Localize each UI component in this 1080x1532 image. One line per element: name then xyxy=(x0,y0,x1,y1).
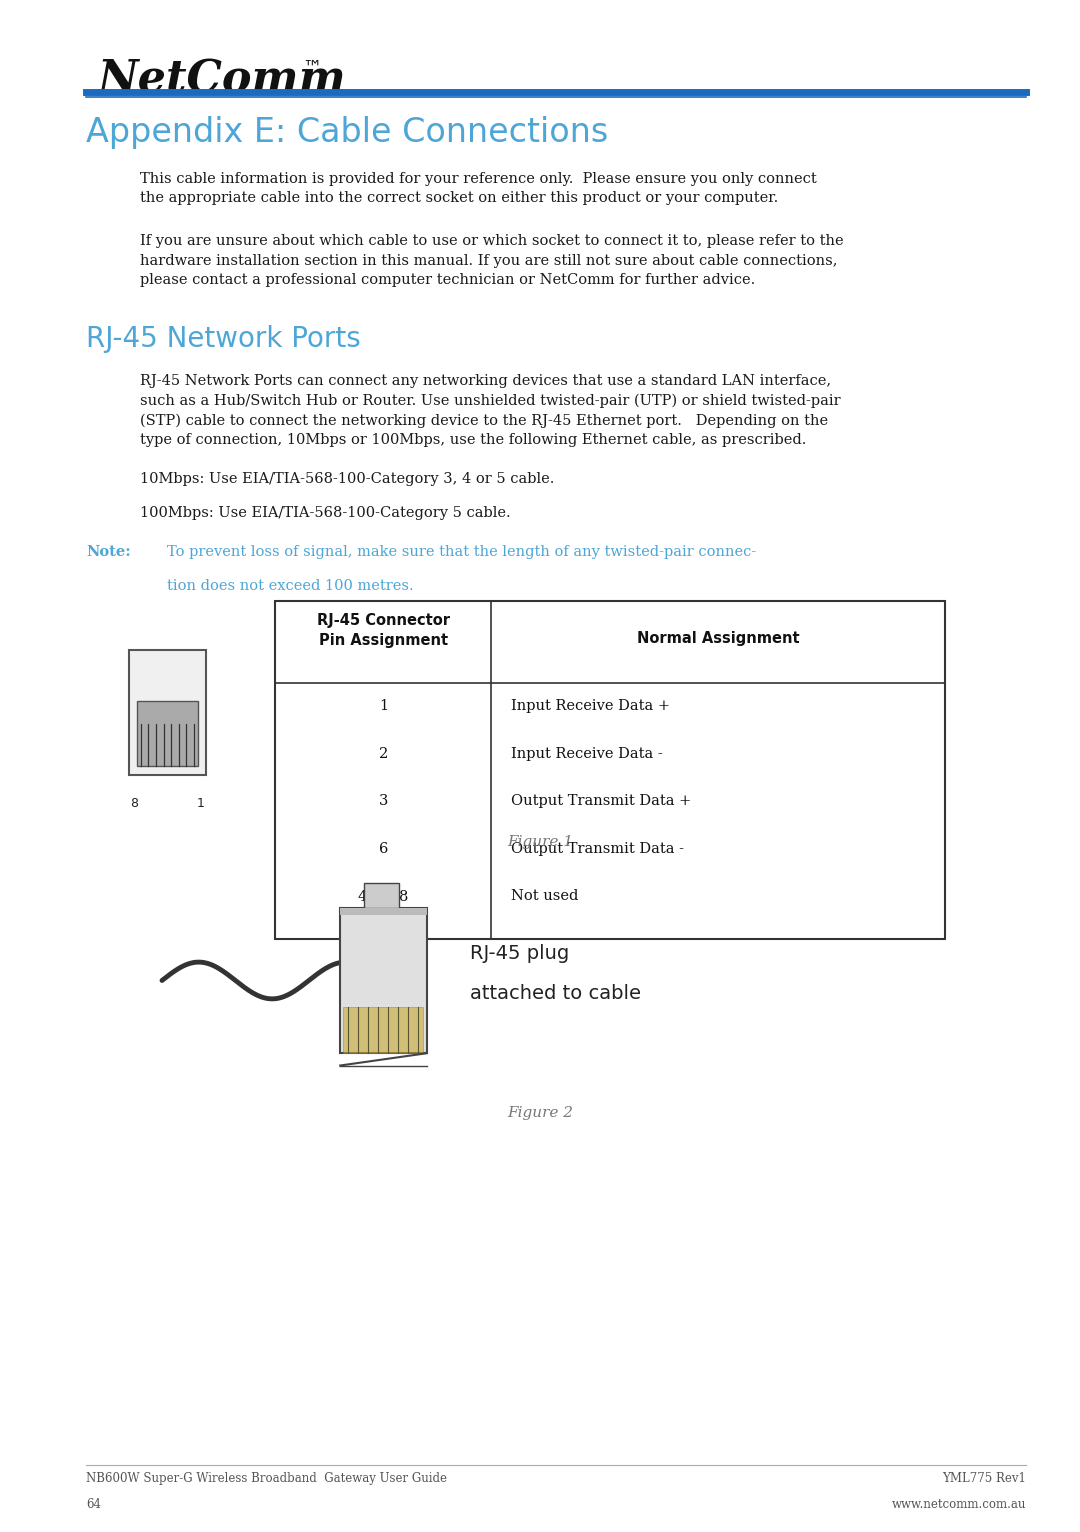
Bar xyxy=(137,700,198,766)
Text: 64: 64 xyxy=(86,1498,102,1511)
Text: This cable information is provided for your reference only.  Please ensure you o: This cable information is provided for y… xyxy=(140,172,818,205)
Text: Output Transmit Data +: Output Transmit Data + xyxy=(511,794,691,809)
Text: RJ-45 Connector
Pin Assignment: RJ-45 Connector Pin Assignment xyxy=(316,613,450,648)
Bar xyxy=(364,882,399,907)
Text: NB600W Super-G Wireless Broadband  Gateway User Guide: NB600W Super-G Wireless Broadband Gatewa… xyxy=(86,1472,447,1485)
Text: NetComm: NetComm xyxy=(97,58,346,101)
Text: YML775 Rev1: YML775 Rev1 xyxy=(942,1472,1026,1485)
Text: Input Receive Data +: Input Receive Data + xyxy=(511,699,670,714)
Text: 1: 1 xyxy=(379,699,388,714)
Text: 4,5,7,8: 4,5,7,8 xyxy=(357,889,409,904)
Bar xyxy=(129,650,206,775)
Text: 100Mbps: Use EIA/TIA-568-100-Category 5 cable.: 100Mbps: Use EIA/TIA-568-100-Category 5 … xyxy=(140,506,511,519)
Text: www.netcomm.com.au: www.netcomm.com.au xyxy=(892,1498,1026,1511)
Text: To prevent loss of signal, make sure that the length of any twisted-pair connec-: To prevent loss of signal, make sure tha… xyxy=(167,545,757,559)
Text: Normal Assignment: Normal Assignment xyxy=(637,631,799,647)
Text: 6: 6 xyxy=(379,841,388,856)
Text: Input Receive Data -: Input Receive Data - xyxy=(511,746,663,761)
Text: 12345678: 12345678 xyxy=(365,928,402,938)
Text: 2: 2 xyxy=(379,746,388,761)
Text: Figure 2: Figure 2 xyxy=(507,1106,573,1120)
Text: 10Mbps: Use EIA/TIA-568-100-Category 3, 4 or 5 cable.: 10Mbps: Use EIA/TIA-568-100-Category 3, … xyxy=(140,472,555,486)
Text: 1: 1 xyxy=(197,797,205,809)
Text: RJ-45 plug: RJ-45 plug xyxy=(470,944,569,962)
Text: Not used: Not used xyxy=(511,889,578,904)
Bar xyxy=(343,1007,423,1054)
Bar xyxy=(275,601,945,939)
Text: If you are unsure about which cable to use or which socket to connect it to, ple: If you are unsure about which cable to u… xyxy=(140,234,845,288)
Text: 3: 3 xyxy=(379,794,388,809)
Text: attached to cable: attached to cable xyxy=(470,984,640,1002)
Text: 8: 8 xyxy=(130,797,138,809)
Bar xyxy=(340,907,427,916)
Text: Figure 1: Figure 1 xyxy=(507,835,573,849)
Text: Note:: Note: xyxy=(86,545,131,559)
Text: Appendix E: Cable Connections: Appendix E: Cable Connections xyxy=(86,116,609,150)
Text: RJ-45 Network Ports can connect any networking devices that use a standard LAN i: RJ-45 Network Ports can connect any netw… xyxy=(140,374,841,447)
Text: Output Transmit Data -: Output Transmit Data - xyxy=(511,841,684,856)
Text: tion does not exceed 100 metres.: tion does not exceed 100 metres. xyxy=(167,579,414,593)
Text: RJ-45 Network Ports: RJ-45 Network Ports xyxy=(86,325,361,352)
Bar xyxy=(340,907,427,1054)
Text: ™: ™ xyxy=(302,58,322,77)
